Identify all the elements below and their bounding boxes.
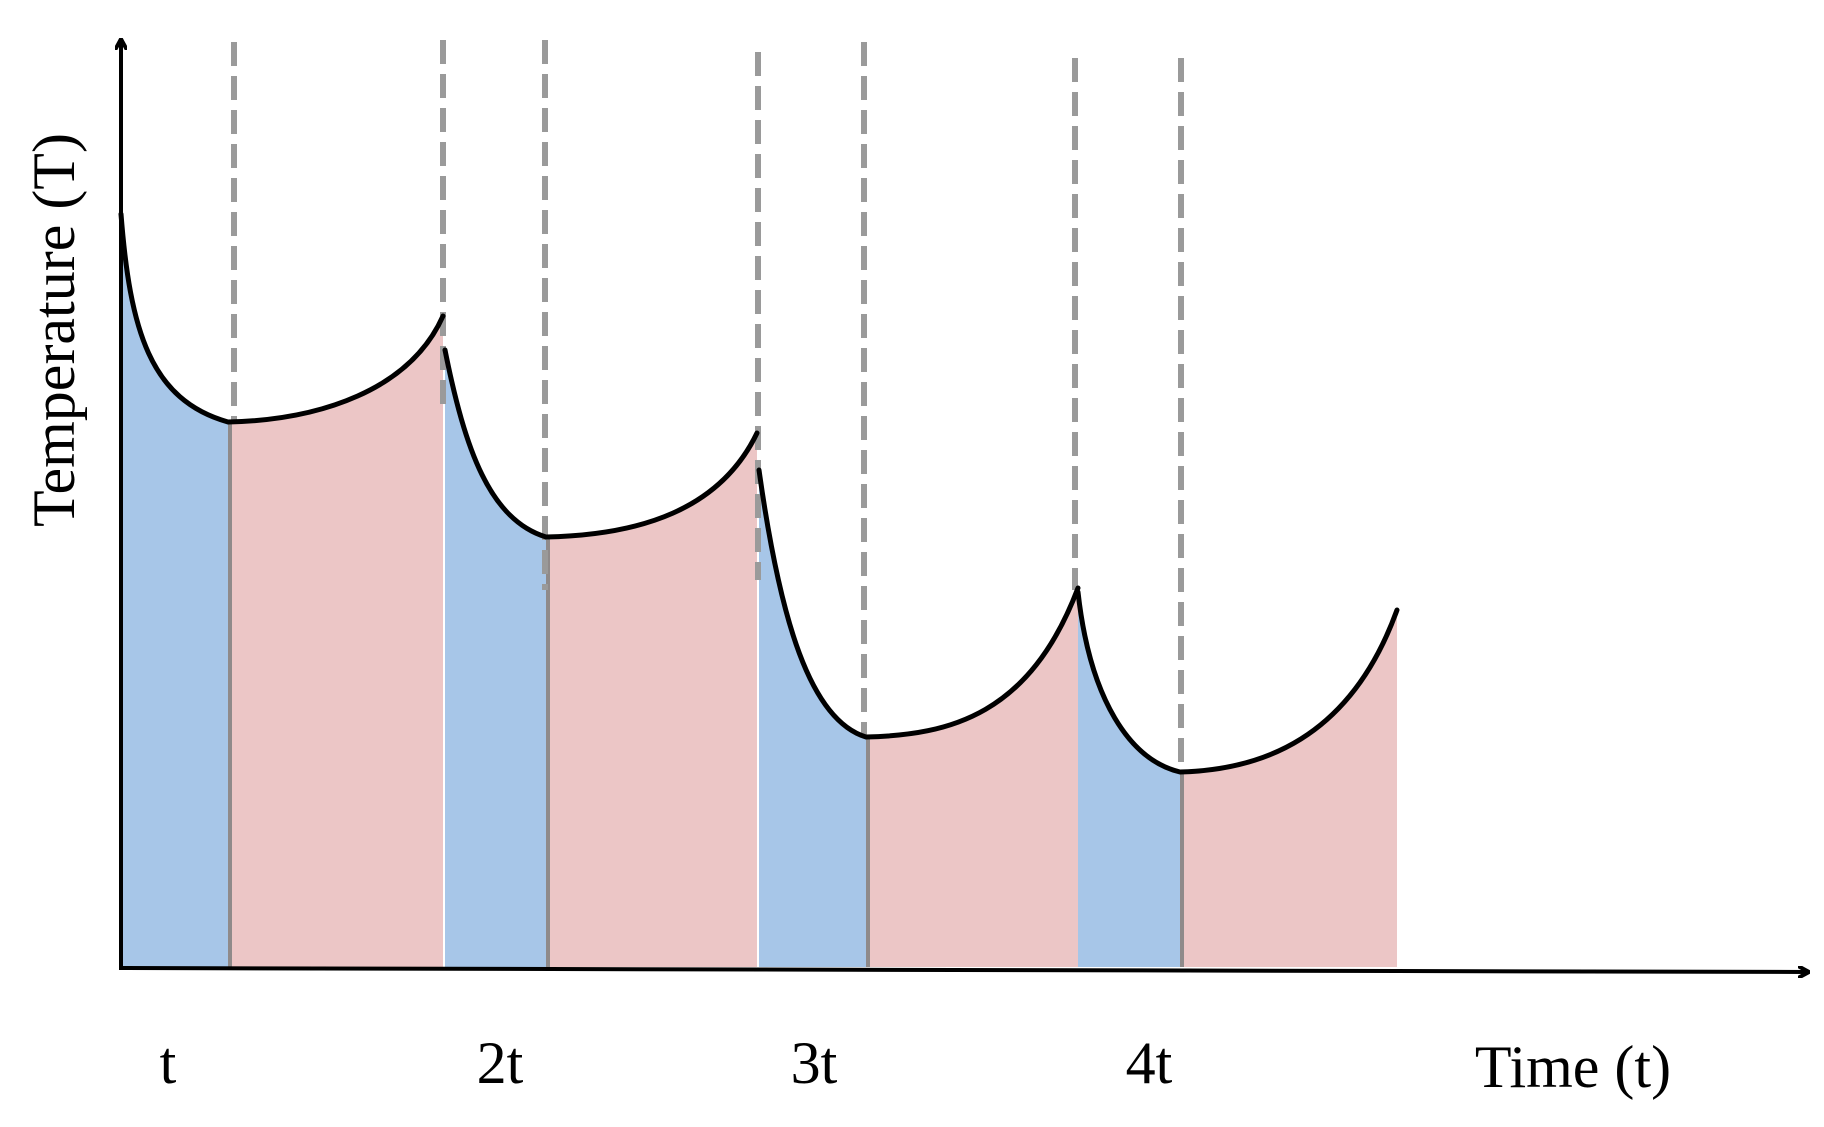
cooling-region-3 — [759, 470, 866, 967]
tick-label-t: t — [160, 1030, 177, 1096]
tick-label-4t: 4t — [1126, 1030, 1173, 1096]
x-axis-title: Time (t) — [1475, 1034, 1671, 1100]
shaded-regions — [121, 214, 1397, 967]
region-boundaries — [228, 422, 1184, 967]
tick-label-2t: 2t — [477, 1030, 524, 1096]
y-axis-title: Temperature (T) — [21, 133, 87, 527]
x-axis — [118, 968, 1808, 972]
cooling-region-1 — [121, 214, 228, 967]
heating-region-4 — [1180, 610, 1397, 967]
curve-segment-1 — [118, 211, 446, 425]
curve-segment-4 — [1075, 589, 1400, 775]
tick-label-3t: 3t — [791, 1030, 838, 1096]
curve-segment-3 — [756, 467, 1081, 740]
dashed-guides — [231, 40, 1184, 772]
axes — [119, 40, 1808, 972]
cooling-region-4 — [1078, 592, 1180, 967]
cooling-region-2 — [445, 350, 546, 967]
temperature-curve — [118, 211, 1400, 775]
heating-region-1 — [228, 316, 443, 967]
heating-region-3 — [866, 588, 1078, 967]
heating-region-2 — [546, 433, 757, 967]
curve-segment-2 — [442, 347, 760, 540]
